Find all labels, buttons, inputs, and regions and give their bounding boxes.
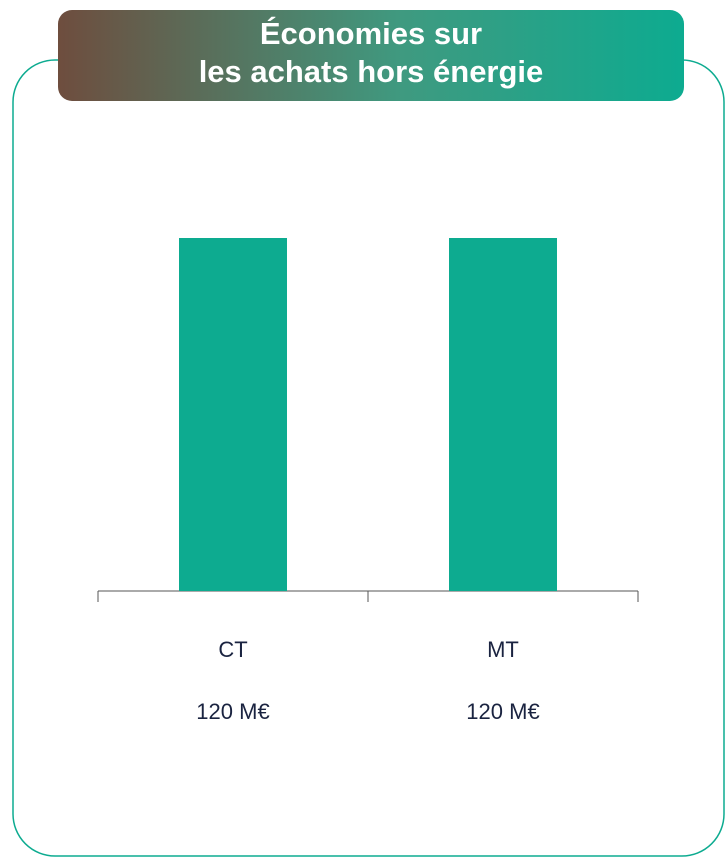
chart-title: Économies sur — [260, 16, 482, 51]
x-tick-label: CT — [218, 637, 247, 662]
value-label: 120 M€ — [196, 699, 269, 724]
title-banner — [58, 10, 684, 101]
frame — [12, 59, 725, 857]
bar — [179, 238, 287, 591]
chart-title: les achats hors énergie — [199, 54, 544, 89]
x-tick-label: MT — [487, 637, 519, 662]
value-label: 120 M€ — [466, 699, 539, 724]
bar — [449, 238, 557, 591]
